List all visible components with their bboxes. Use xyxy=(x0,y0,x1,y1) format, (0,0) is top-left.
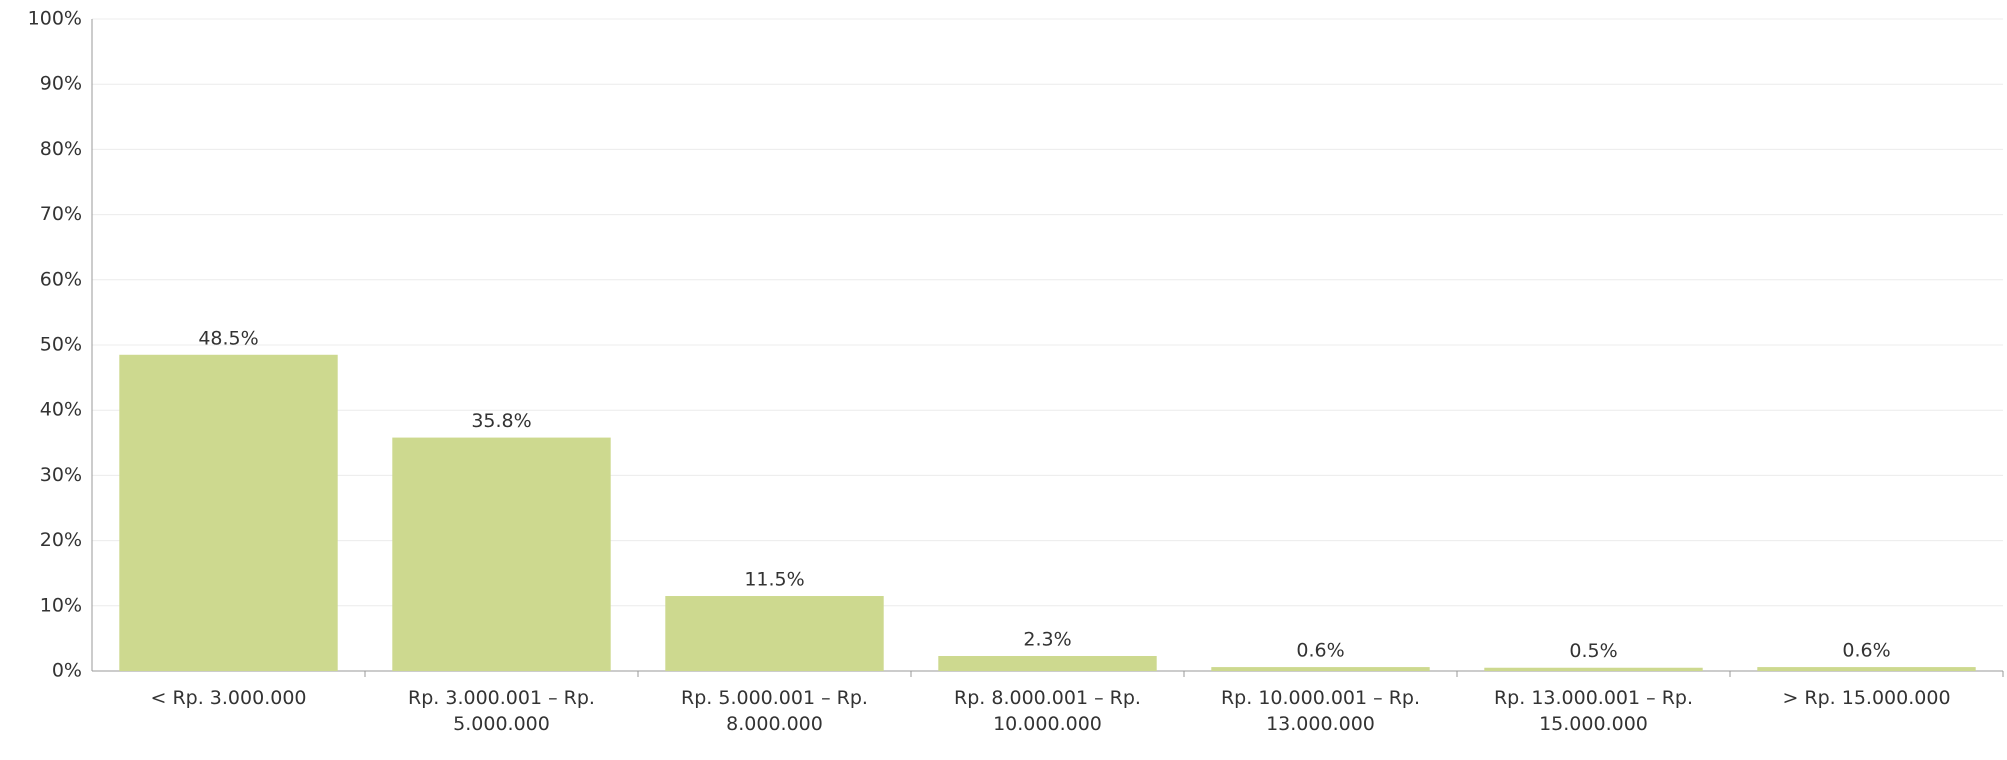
y-tick-label: 20% xyxy=(40,529,82,551)
y-tick-label: 10% xyxy=(40,594,82,616)
value-label: 35.8% xyxy=(471,410,531,432)
y-tick-label: 50% xyxy=(40,334,82,356)
bar xyxy=(1484,667,1703,671)
value-label: 0.6% xyxy=(1296,640,1344,662)
bar xyxy=(665,596,884,671)
value-label: 0.5% xyxy=(1569,640,1617,662)
bar xyxy=(938,656,1157,671)
y-tick-label: 30% xyxy=(40,464,82,486)
x-tick-label: Rp. 5.000.001 – Rp. 8.000.000 xyxy=(681,687,868,735)
y-tick-label: 100% xyxy=(28,8,82,30)
y-tick-label: 40% xyxy=(40,399,82,421)
y-tick-label: 60% xyxy=(40,268,82,290)
x-tick-label: > Rp. 15.000.000 xyxy=(1782,687,1951,709)
bar xyxy=(392,437,611,671)
x-tick-label: Rp. 3.000.001 – Rp. 5.000.000 xyxy=(408,687,595,735)
x-tick-label: Rp. 13.000.001 – Rp. 15.000.000 xyxy=(1493,687,1693,735)
y-tick-label: 70% xyxy=(40,203,82,225)
y-tick-label: 80% xyxy=(40,138,82,160)
y-tick-label: 90% xyxy=(40,73,82,95)
bar xyxy=(119,354,338,671)
value-label: 0.6% xyxy=(1842,640,1890,662)
x-tick-label: < Rp. 3.000.000 xyxy=(150,687,307,709)
bar xyxy=(1211,667,1430,671)
value-label: 11.5% xyxy=(744,569,804,591)
bar xyxy=(1757,667,1976,671)
value-label: 2.3% xyxy=(1023,629,1071,651)
value-label: 48.5% xyxy=(198,327,258,349)
x-tick-label: Rp. 8.000.001 – Rp. 10.000.000 xyxy=(954,687,1141,735)
y-tick-label: 0% xyxy=(52,660,82,682)
x-tick-label: Rp. 10.000.001 – Rp. 13.000.000 xyxy=(1220,687,1420,735)
